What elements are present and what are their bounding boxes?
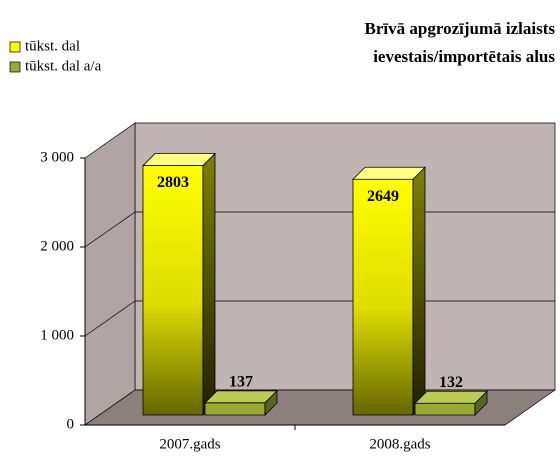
y-tick-label: 1 000	[40, 327, 74, 343]
grid-line	[84, 211, 136, 248]
bar	[414, 390, 488, 416]
legend-swatch	[9, 41, 21, 53]
bar	[142, 152, 216, 416]
bar-side	[412, 166, 426, 416]
bar	[204, 389, 278, 416]
x-tick-label: 2007.gads	[159, 436, 220, 452]
bar-top	[142, 153, 216, 166]
legend-label: tūkst. dal	[25, 38, 80, 54]
chart-title: Brīvā apgrozījumā izlaists	[365, 19, 556, 38]
bar-front	[414, 402, 476, 416]
legend-swatch	[9, 61, 21, 73]
data-label: 137	[229, 373, 253, 390]
grid-line	[84, 300, 136, 337]
x-tick-label: 2008.gads	[369, 436, 430, 452]
legend-label: tūkst. dal a/a	[25, 58, 102, 74]
data-label: 2803	[157, 174, 189, 191]
bar	[352, 166, 426, 416]
y-tick-label: 3 000	[40, 149, 74, 165]
bar-side	[202, 152, 216, 416]
bar-top	[414, 390, 488, 404]
bar-front	[204, 402, 266, 416]
bar-front	[142, 165, 204, 416]
bar-top	[204, 390, 278, 404]
bar-front	[352, 178, 414, 416]
y-tick-label: 2 000	[40, 238, 74, 254]
y-tick-label: 0	[67, 416, 75, 432]
data-label: 2649	[367, 188, 399, 205]
chart-title: ievestais/importētais alus	[373, 47, 555, 66]
data-label: 132	[439, 374, 463, 391]
side-wall	[84, 122, 136, 426]
bar-top	[352, 166, 426, 180]
